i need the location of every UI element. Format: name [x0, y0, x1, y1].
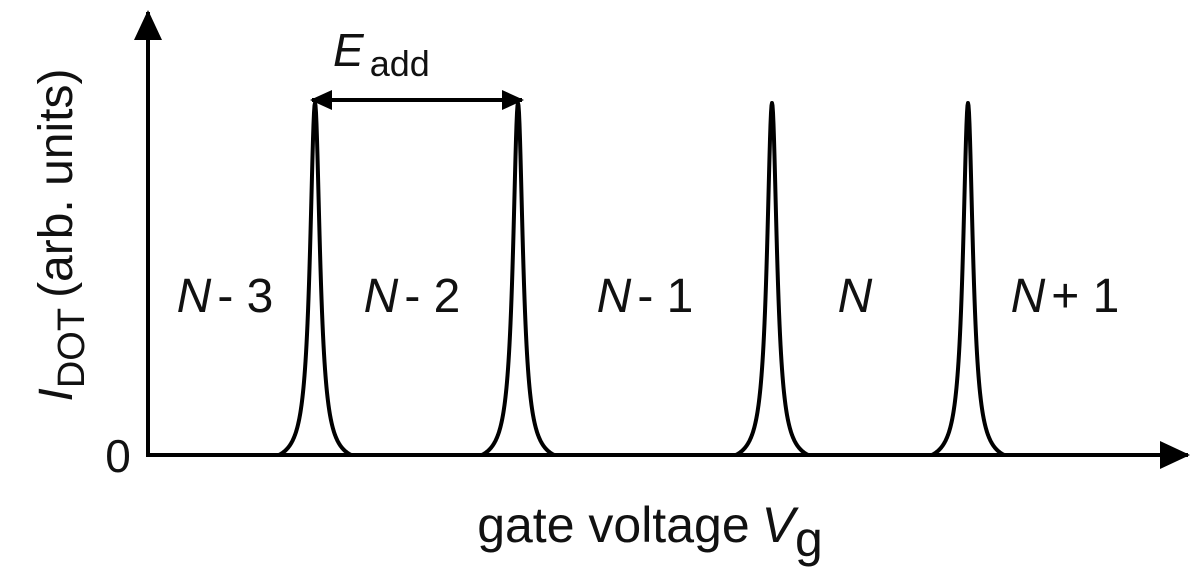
- region-label: N: [838, 270, 873, 323]
- x-label: gate voltage: [477, 497, 749, 553]
- region-label: N- 1: [597, 270, 694, 323]
- y-symbol: I: [30, 388, 83, 401]
- origin-label: 0: [105, 430, 131, 482]
- peak: [930, 101, 1006, 457]
- region-symbol: N: [597, 270, 632, 323]
- x-axis-label: gate voltage Vg: [477, 497, 823, 567]
- region-symbol: N: [838, 270, 873, 323]
- peak: [734, 101, 810, 457]
- spacing-subscript: add: [370, 43, 430, 84]
- peak: [480, 101, 556, 457]
- region-suffix: - 3: [217, 270, 273, 323]
- y-axis-label: IDOT (arb. units): [30, 69, 93, 402]
- x-subscript: g: [795, 511, 823, 567]
- region-suffix: + 1: [1051, 270, 1119, 323]
- region-label: N- 2: [364, 270, 461, 323]
- region-suffix: - 1: [637, 270, 693, 323]
- region-suffix: - 2: [404, 270, 460, 323]
- region-label: N + 1: [1011, 270, 1120, 323]
- y-subscript: DOT: [51, 308, 93, 388]
- region-symbol: N: [1011, 270, 1046, 323]
- x-symbol: V: [762, 497, 800, 553]
- region-symbol: N: [177, 270, 212, 323]
- spacing-symbol: E: [333, 24, 365, 76]
- region-symbol: N: [364, 270, 399, 323]
- y-unit: (arb. units): [30, 69, 83, 298]
- region-label: N- 3: [177, 270, 274, 323]
- peak: [277, 101, 353, 457]
